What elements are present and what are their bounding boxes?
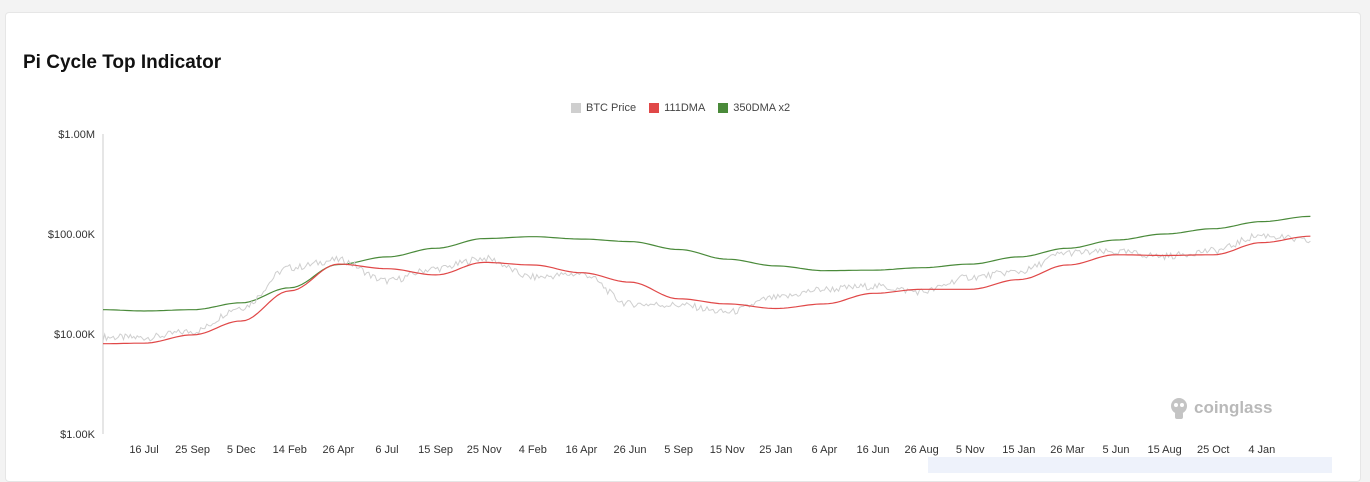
x-tick-label: 16 Jul (129, 444, 158, 456)
series-btc-price (102, 232, 1311, 342)
x-tick-label: 4 Jan (1248, 444, 1275, 456)
x-tick-label: 26 Mar (1050, 444, 1085, 456)
chart-title: Pi Cycle Top Indicator (23, 52, 222, 73)
chart-legend: BTC Price 111DMA 350DMA x2 (571, 101, 803, 115)
x-tick-label: 15 Sep (418, 444, 453, 456)
x-tick-label: 25 Oct (1197, 444, 1229, 456)
coinglass-watermark: coinglass (1168, 396, 1272, 420)
legend-swatch-btc-price (571, 103, 581, 113)
x-tick-label: 25 Jan (759, 444, 792, 456)
x-tick-label: 6 Jul (375, 444, 398, 456)
x-tick-label: 15 Jan (1002, 444, 1035, 456)
x-tick-label: 26 Aug (904, 444, 938, 456)
x-tick-label: 25 Sep (175, 444, 210, 456)
y-tick-label: $10.00K (54, 329, 96, 341)
legend-swatch-350dma-x2 (718, 103, 729, 113)
x-tick-label: 16 Jun (856, 444, 889, 456)
range-brush[interactable] (928, 457, 1332, 473)
x-tick-label: 15 Nov (710, 444, 745, 456)
series-111dma (103, 235, 1311, 345)
legend-item-btc-price[interactable]: BTC Price (571, 102, 636, 114)
x-tick-label: 6 Apr (812, 444, 838, 456)
x-tick-label: 4 Feb (519, 444, 547, 456)
legend-item-350dma-x2[interactable]: 350DMA x2 (718, 102, 790, 114)
coinglass-logo-icon (1171, 398, 1187, 419)
x-tick-label: 26 Apr (322, 444, 354, 456)
y-tick-label: $100.00K (48, 229, 96, 241)
x-tick-label: 25 Nov (467, 444, 502, 456)
y-tick-label: $1.00M (58, 129, 95, 141)
legend-label-111dma: 111DMA (664, 102, 706, 114)
x-tick-label: 26 Jun (613, 444, 646, 456)
series-350dma-x2 (103, 215, 1311, 312)
x-tick-label: 5 Sep (664, 444, 693, 456)
watermark-text: coinglass (1194, 398, 1273, 417)
legend-item-111dma[interactable]: 111DMA (649, 102, 705, 114)
legend-label-btc-price: BTC Price (586, 102, 637, 114)
x-tick-label: 5 Nov (956, 444, 985, 456)
x-tick-label: 15 Aug (1147, 444, 1181, 456)
legend-swatch-111dma (649, 103, 660, 113)
y-tick-label: $1.00K (60, 429, 96, 441)
x-tick-label: 16 Apr (565, 444, 597, 456)
x-tick-label: 5 Jun (1103, 444, 1130, 456)
chart-card (5, 12, 1361, 482)
legend-label-350dma-x2: 350DMA x2 (733, 102, 791, 114)
x-tick-label: 14 Feb (273, 444, 307, 456)
x-tick-label: 5 Dec (227, 444, 256, 456)
